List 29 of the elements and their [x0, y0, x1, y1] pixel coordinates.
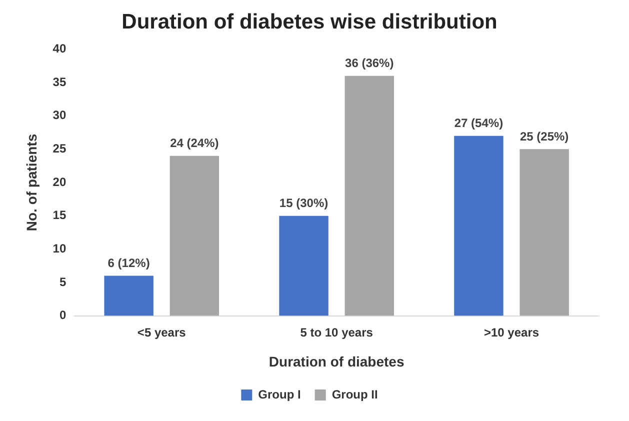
bar: [520, 149, 569, 316]
chart-title: Duration of diabetes wise distribution: [122, 10, 498, 34]
y-tick-label: 40: [52, 42, 66, 56]
data-label: 24 (24%): [170, 136, 219, 150]
data-label: 27 (54%): [454, 116, 504, 130]
x-tick-label: <5 years: [137, 325, 186, 340]
bar: [344, 76, 394, 316]
x-axis-title: Duration of diabetes: [268, 353, 404, 370]
data-label: 25 (25%): [520, 129, 569, 144]
y-tick-label: 20: [52, 174, 66, 189]
y-tick-label: 25: [52, 141, 66, 156]
data-label: 6 (12%): [108, 256, 150, 270]
data-label: 36 (36%): [345, 56, 394, 70]
bar: [170, 156, 220, 316]
y-tick-label: 35: [52, 74, 66, 89]
data-label: 15 (30%): [279, 196, 328, 210]
y-axis-title: No. of patients: [23, 134, 40, 232]
bar: [454, 136, 504, 316]
legend-label: Group I: [258, 387, 301, 402]
bar: [279, 216, 328, 316]
y-tick-label: 5: [59, 274, 66, 289]
x-tick-label: 5 to 10 years: [300, 325, 374, 340]
x-tick-label: >10 years: [484, 325, 540, 340]
bar: [104, 276, 154, 316]
y-tick-label: 0: [59, 308, 66, 322]
y-tick-label: 15: [52, 208, 66, 222]
legend-label: Group II: [332, 387, 378, 402]
y-tick-label: 10: [52, 241, 66, 256]
y-tick-label: 30: [52, 108, 66, 122]
